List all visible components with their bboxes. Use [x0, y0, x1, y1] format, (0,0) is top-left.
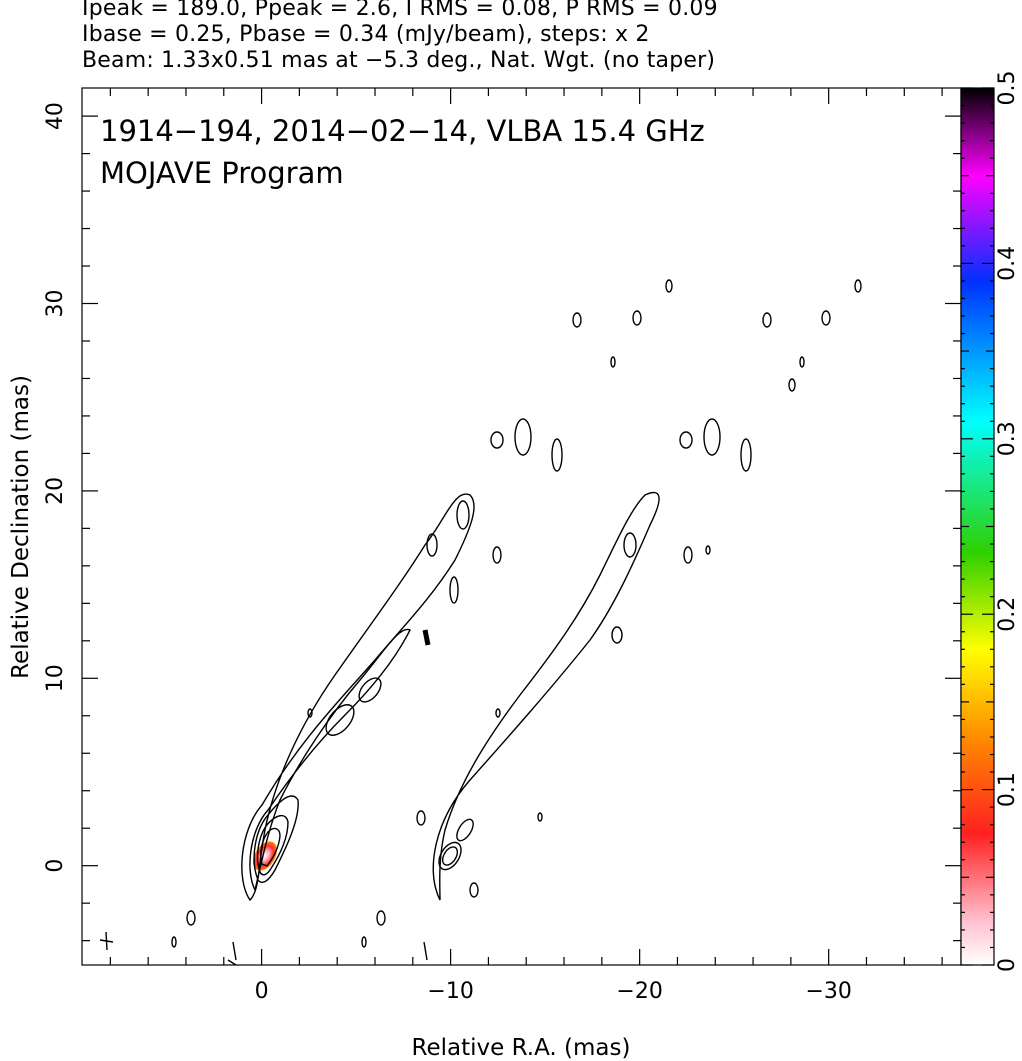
contour-knot-2	[358, 677, 382, 703]
y-tick-label: 40	[43, 102, 68, 130]
contour-pol-blob-1	[469, 882, 479, 898]
colorbar-tick-label: 0.1	[995, 772, 1020, 807]
y-tick-label: 30	[43, 290, 68, 318]
contour-blob-8	[361, 936, 367, 948]
contour-knot-5	[449, 576, 459, 604]
core-emission	[253, 841, 277, 871]
contour-pol-blob-8	[705, 545, 711, 555]
colorbar-tick-label: 0.3	[995, 421, 1020, 456]
header-line-1: Ipeak = 189.0, Ppeak = 2.6, I RMS = 0.08…	[82, 0, 718, 21]
contour-pol-core-2	[441, 846, 459, 866]
contour-pol-knot-5	[740, 438, 752, 472]
contour-edge-1	[227, 941, 237, 966]
contour-knot-6	[492, 546, 502, 564]
contour-blob-6	[171, 936, 177, 948]
x-tick-label: −10	[427, 979, 473, 1004]
y-tick-label: 20	[43, 477, 68, 505]
contour-knot-4	[456, 500, 470, 530]
contour-pol-blob-3	[762, 312, 772, 328]
contour-outer-p	[432, 491, 660, 901]
contour-blob-7	[376, 910, 386, 926]
contour-knot-9	[490, 431, 504, 449]
header-line-2: Ibase = 0.25, Pbase = 0.34 (mJy/beam), s…	[82, 22, 650, 47]
contour-blob-2	[632, 310, 642, 326]
y-axis-label: Relative Declination (mas)	[8, 375, 34, 679]
colorbar-tick-label: 0.4	[995, 246, 1020, 281]
contour-knot-1	[325, 704, 355, 736]
contour-pol-knot-1	[611, 626, 623, 644]
contour-blob-1	[572, 312, 582, 328]
contour-pol-blob-4	[821, 310, 831, 326]
x-tick-label: −30	[805, 979, 851, 1004]
contour-pol-blob-2	[416, 810, 426, 826]
x-tick-label: −20	[616, 979, 662, 1004]
polarization-contours	[416, 279, 862, 901]
contour-blob-4	[610, 356, 616, 368]
intensity-contours	[99, 279, 673, 966]
contour-pol-knot-4	[703, 418, 721, 456]
contour-mid-i	[249, 628, 411, 893]
colorbar-tick-label: 0.5	[995, 71, 1020, 106]
contour-pol-blob-6	[799, 356, 805, 368]
contour-pol-knot-6	[679, 431, 693, 449]
contour-blob-5	[186, 910, 196, 926]
contour-pol-core-3	[456, 818, 474, 842]
beam-marker	[99, 931, 114, 951]
chart-title: 1914−194, 2014−02−14, VLBA 15.4 GHz	[100, 114, 705, 148]
axis-ticks	[82, 88, 961, 965]
contour-pol-blob-7	[788, 378, 796, 392]
contour-inner-i-1	[253, 795, 299, 883]
y-tick-label: 10	[43, 664, 68, 692]
contour-knot-8	[551, 438, 563, 472]
contour-blob-9	[307, 708, 313, 718]
x-axis-label: Relative R.A. (mas)	[412, 1035, 631, 1061]
x-tick-label: 0	[255, 979, 269, 1004]
contour-outer-i	[241, 493, 475, 902]
contour-inner-i-2	[256, 815, 289, 876]
contour-knot-3	[426, 533, 438, 557]
contour-pol-blob-5	[854, 279, 862, 293]
contour-pol-knot-2	[623, 532, 637, 558]
colorbar-ticks	[961, 87, 994, 966]
chart-subtitle: MOJAVE Program	[100, 156, 344, 190]
tick-labels: 0 −10 −20 −30 0 10 20 30 40 0 0.1 0.2 0.3 0.4 0.5	[43, 71, 1020, 1005]
contour-pol-knot-3	[683, 546, 693, 564]
contour-inner-i-3	[260, 827, 281, 867]
contour-dense-knot	[422, 629, 431, 646]
contour-pol-blob-9	[537, 812, 543, 822]
contour-pol-core-1	[438, 841, 462, 871]
contour-knot-7	[514, 418, 532, 456]
plot-frame	[81, 87, 962, 966]
header-line-3: Beam: 1.33x0.51 mas at −5.3 deg., Nat. W…	[82, 48, 716, 73]
y-tick-label: 0	[43, 859, 68, 873]
colorbar-tick-label: 0.2	[995, 597, 1020, 632]
contour-edge-2	[423, 941, 428, 961]
contour-blob-3	[665, 279, 673, 293]
colorbar-tick-label: 0	[995, 958, 1020, 972]
contour-pol-blob-10	[495, 708, 501, 718]
